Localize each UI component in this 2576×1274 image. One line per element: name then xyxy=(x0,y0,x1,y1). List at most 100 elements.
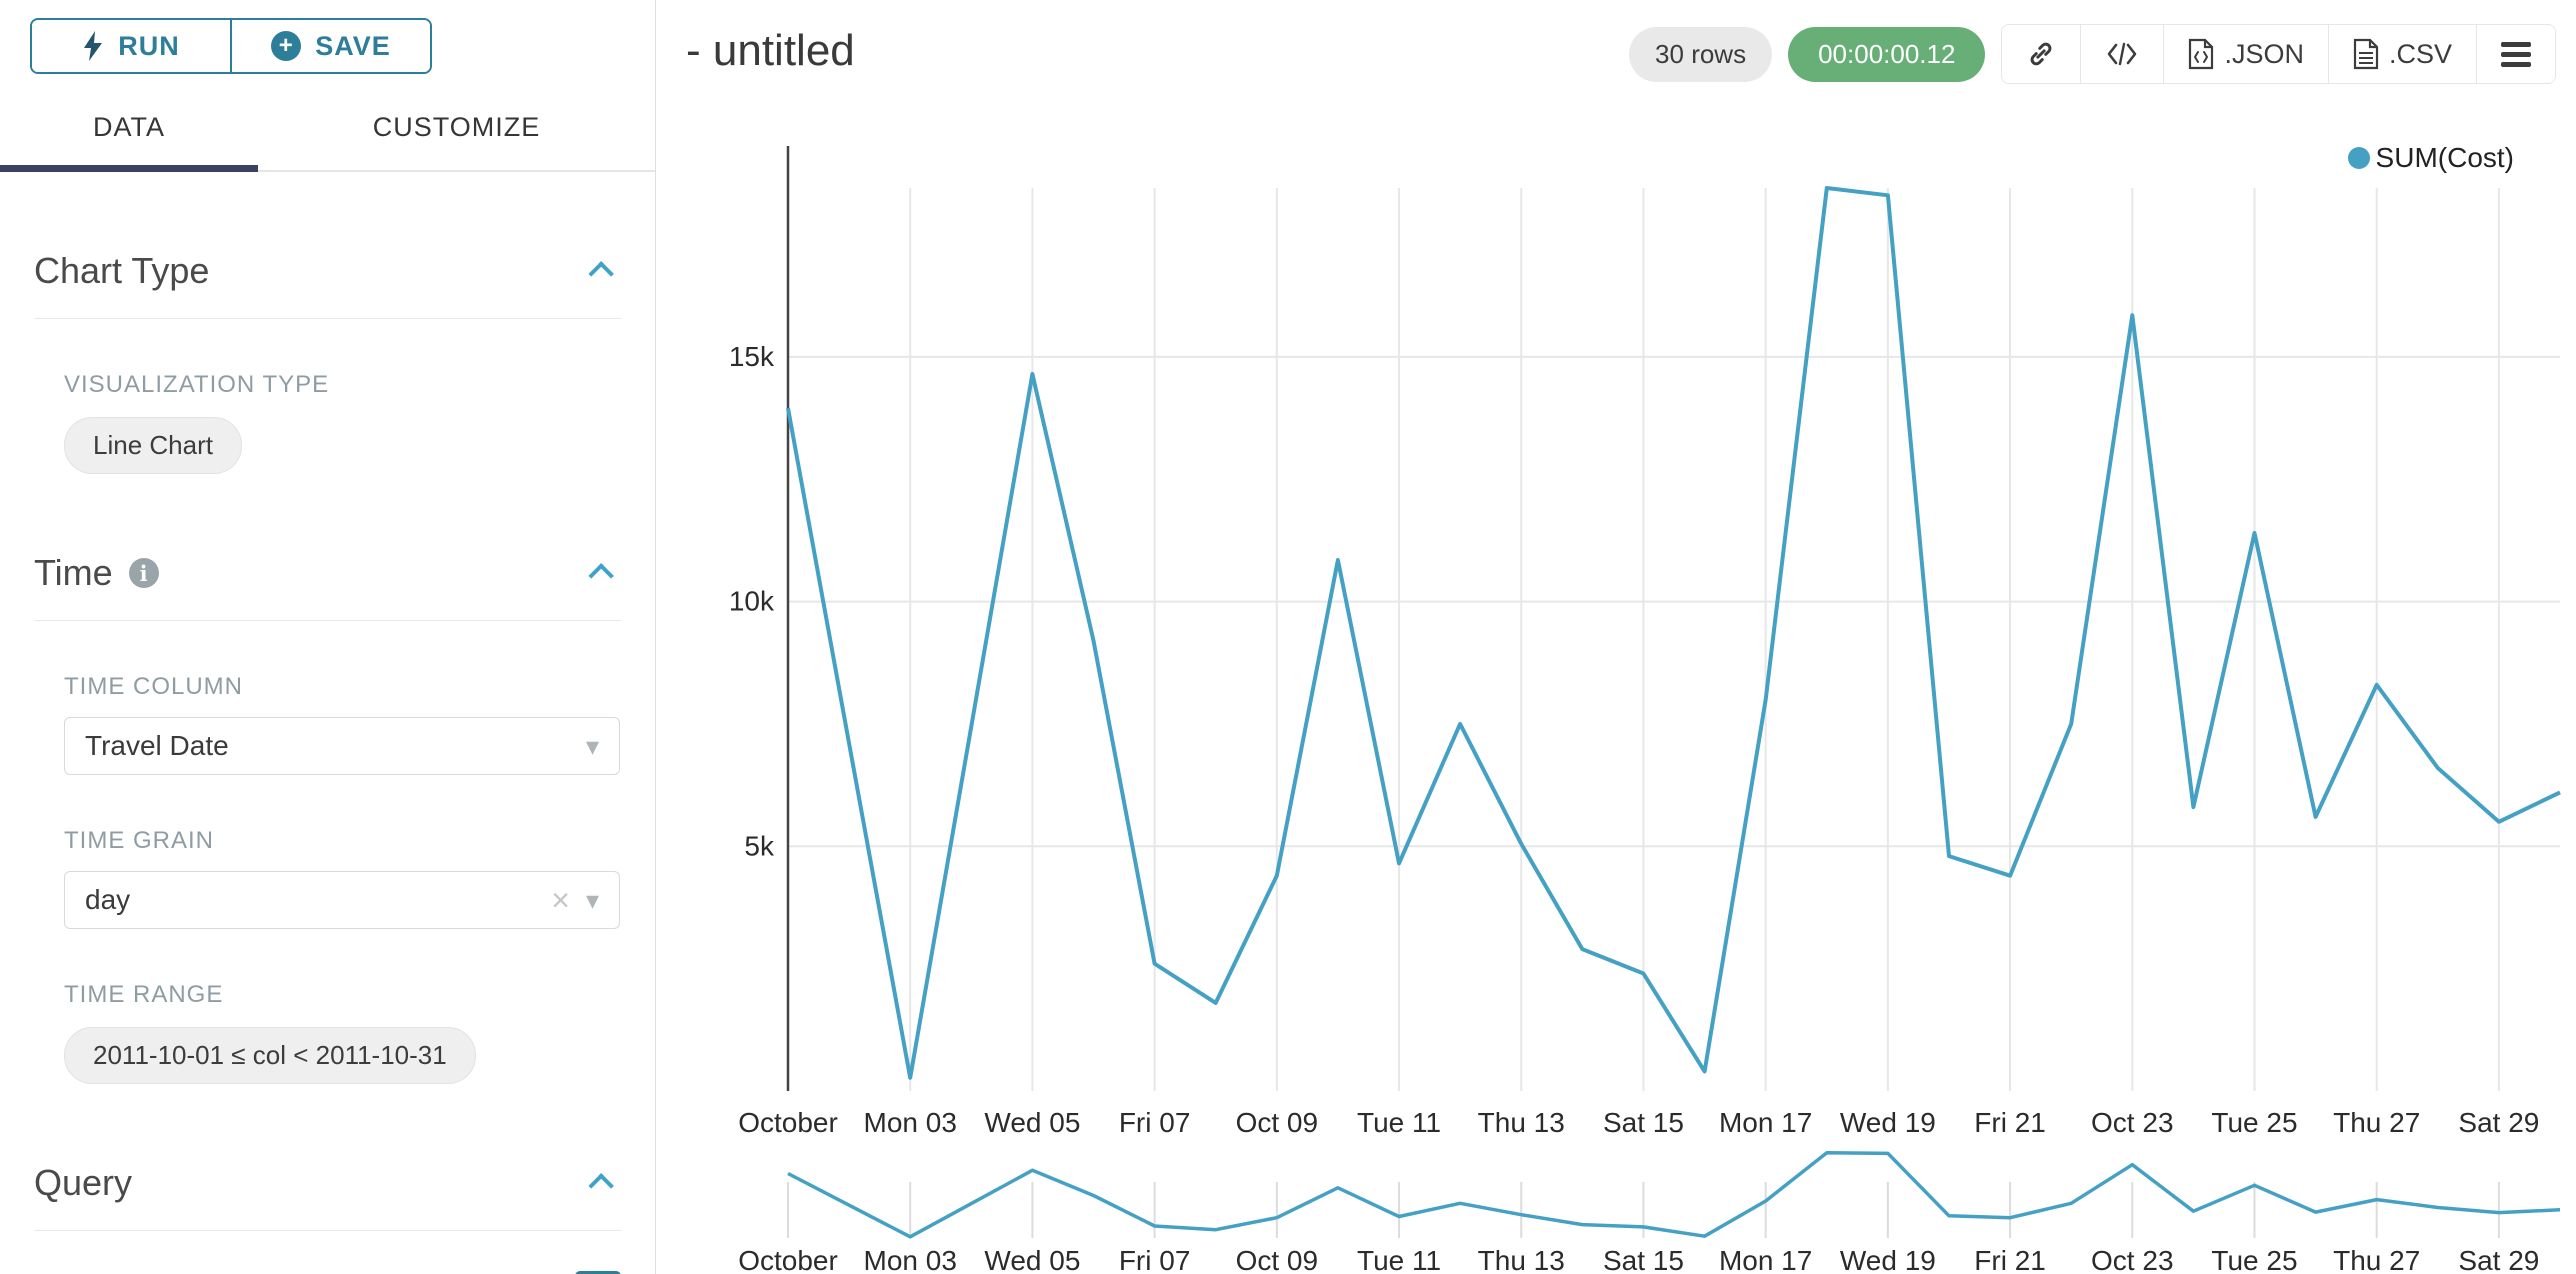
section-chart-type-header[interactable]: Chart Type xyxy=(34,250,621,319)
x-axis-tick-label: October xyxy=(738,1107,838,1138)
time-range-label: TIME RANGE xyxy=(64,981,224,1008)
section-chart-type: Chart Type VISUALIZATION TYPE Line Chart xyxy=(0,250,655,474)
section-time: Time i TIME COLUMN Travel Date ▾ TIME GR… xyxy=(0,552,655,1084)
time-column-label: TIME COLUMN xyxy=(64,673,243,700)
visualization-type-value[interactable]: Line Chart xyxy=(64,417,242,474)
mini-x-axis-tick-label: Sat 29 xyxy=(2458,1245,2539,1274)
mini-x-axis-tick-label: Fri 07 xyxy=(1119,1245,1191,1274)
y-axis-tick-label: 5k xyxy=(744,830,775,861)
mini-x-axis-tick-label: Fri 21 xyxy=(1974,1245,2046,1274)
section-title: Chart Type xyxy=(34,250,210,291)
mini-x-axis-tick-label: Thu 13 xyxy=(1478,1245,1565,1274)
save-button[interactable]: + SAVE xyxy=(230,20,430,72)
mini-x-axis-tick-label: Wed 19 xyxy=(1840,1245,1936,1274)
mini-x-axis-tick-label: Sat 15 xyxy=(1603,1245,1684,1274)
time-grain-field: TIME GRAIN day × ▾ xyxy=(64,827,621,929)
clear-icon[interactable]: × xyxy=(551,882,570,918)
row-count-badge: 30 rows xyxy=(1629,26,1773,82)
chevron-up-icon[interactable] xyxy=(588,261,614,287)
section-query: Query METRICS i + × ƒ(x) SUM( xyxy=(0,1162,655,1274)
visualization-type-label: VISUALIZATION TYPE xyxy=(64,371,330,398)
gridlines: 5k 10k 15k xyxy=(729,188,2560,1091)
tab-data[interactable]: DATA xyxy=(0,84,258,172)
mini-x-axis-tick-label: Oct 23 xyxy=(2091,1245,2173,1274)
time-column-field: TIME COLUMN Travel Date ▾ xyxy=(64,673,621,775)
code-icon xyxy=(2108,42,2137,66)
x-axis-tick-label: Mon 03 xyxy=(864,1107,957,1138)
export-csv-button[interactable]: .CSV xyxy=(2328,25,2477,83)
section-query-header[interactable]: Query xyxy=(34,1162,621,1231)
info-icon: i xyxy=(128,558,159,588)
chart-legend[interactable]: SUM(Cost) xyxy=(2347,142,2514,174)
mini-x-axis-tick-label: Mon 17 xyxy=(1719,1245,1812,1274)
csv-button-label: .CSV xyxy=(2388,38,2452,69)
lightning-bolt-icon xyxy=(84,31,103,61)
time-column-value: Travel Date xyxy=(85,730,229,761)
hamburger-icon xyxy=(2501,41,2531,67)
query-timer-badge: 00:00:00.12 xyxy=(1788,26,1986,82)
caret-down-icon: ▾ xyxy=(585,884,599,915)
series-line-sum-cost xyxy=(786,186,2561,1080)
legend-label: SUM(Cost) xyxy=(2375,142,2514,173)
time-range-field: TIME RANGE 2011-10-01 ≤ col < 2011-10-31 xyxy=(64,981,621,1084)
section-title: Time xyxy=(34,552,113,593)
chart-area: - untitled 30 rows 00:00:00.12 xyxy=(656,0,2576,1274)
panel-tabs: DATA CUSTOMIZE xyxy=(0,84,655,172)
y-axis-tick-label: 15k xyxy=(729,341,775,372)
x-axis-tick-label: Fri 21 xyxy=(1974,1107,2046,1138)
x-axis-tick-label: Wed 19 xyxy=(1840,1107,1936,1138)
mini-series-line xyxy=(787,1150,2561,1239)
x-axis-tick-label: Thu 13 xyxy=(1478,1107,1565,1138)
visualization-type-field: VISUALIZATION TYPE Line Chart xyxy=(64,371,621,474)
tab-customize[interactable]: CUSTOMIZE xyxy=(372,111,541,142)
metrics-field: METRICS i + × ƒ(x) SUM(Cost) › xyxy=(64,1231,621,1274)
mini-x-axis-tick-label: Wed 05 xyxy=(984,1245,1080,1274)
mini-x-axis-tick-label: Tue 11 xyxy=(1357,1245,1441,1274)
mini-x-axis-tick-label: Thu 27 xyxy=(2333,1245,2420,1274)
section-title: Query xyxy=(34,1162,133,1203)
y-axis-tick-label: 10k xyxy=(729,586,775,617)
time-range-value[interactable]: 2011-10-01 ≤ col < 2011-10-31 xyxy=(64,1027,476,1084)
x-axis-tick-label: Oct 23 xyxy=(2091,1107,2173,1138)
mini-x-axis-tick-label: October xyxy=(738,1245,838,1274)
legend-dot-icon xyxy=(2347,147,2370,169)
mini-context-chart: October Mon 03 Wed 05 Fri 07 Oct 09 Tue 11 Thu… xyxy=(738,1150,2561,1274)
caret-down-icon: ▾ xyxy=(585,730,599,761)
x-axis-tick-label: Thu 27 xyxy=(2333,1107,2420,1138)
chevron-up-icon[interactable] xyxy=(588,1173,614,1199)
view-query-button[interactable] xyxy=(2081,25,2165,83)
line-chart-canvas[interactable]: 5k 10k 15k October Mon 03 Wed 05 Fri 07 Oct 09 T… xyxy=(656,0,2575,1274)
json-file-icon xyxy=(2189,38,2214,70)
query-actions: RUN + SAVE xyxy=(30,18,432,74)
mini-x-axis-tick-label: Mon 03 xyxy=(864,1245,957,1274)
share-link-button[interactable] xyxy=(2002,25,2082,83)
x-axis-tick-label: Sat 29 xyxy=(2458,1107,2539,1138)
run-button[interactable]: RUN xyxy=(32,20,230,72)
section-time-header[interactable]: Time i xyxy=(34,552,621,621)
x-axis-tick-label: Oct 09 xyxy=(1236,1107,1318,1138)
x-axis-tick-label: Tue 11 xyxy=(1357,1107,1441,1138)
x-axis-tick-label: Wed 05 xyxy=(984,1107,1080,1138)
export-button-group: .JSON .CSV xyxy=(2001,24,2556,84)
x-axis-tick-label: Sat 15 xyxy=(1603,1107,1684,1138)
control-panel: RUN + SAVE DATA CUSTOMIZE Chart Type VIS… xyxy=(0,0,656,1274)
time-grain-label: TIME GRAIN xyxy=(64,827,215,854)
chevron-up-icon[interactable] xyxy=(588,563,614,589)
plus-circle-icon: + xyxy=(271,31,302,61)
chart-menu-button[interactable] xyxy=(2477,25,2555,83)
save-button-label: SAVE xyxy=(315,30,391,61)
x-axis-tick-label: Mon 17 xyxy=(1719,1107,1812,1138)
time-grain-select[interactable]: day × ▾ xyxy=(64,871,620,929)
csv-file-icon xyxy=(2353,38,2379,70)
add-metric-button[interactable]: + xyxy=(575,1271,621,1274)
chart-title[interactable]: - untitled xyxy=(686,26,855,75)
x-axis-tick-label: Fri 07 xyxy=(1119,1107,1191,1138)
run-button-label: RUN xyxy=(118,30,180,61)
time-column-select[interactable]: Travel Date ▾ xyxy=(64,717,620,775)
export-json-button[interactable]: .JSON xyxy=(2164,25,2329,83)
chart-header-actions: 30 rows 00:00:00.12 xyxy=(1629,24,2556,84)
x-axis-tick-labels: October Mon 03 Wed 05 Fri 07 Oct 09 Tue 11 Thu… xyxy=(738,1107,2539,1138)
time-grain-value: day xyxy=(85,884,131,915)
link-icon xyxy=(2031,42,2052,66)
